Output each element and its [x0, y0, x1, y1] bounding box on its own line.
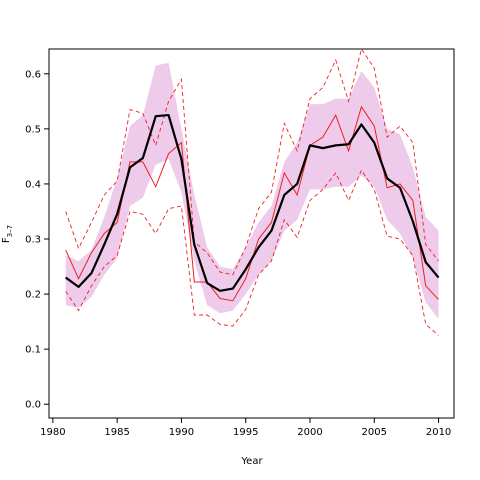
y-axis: 0.0 0.1 0.2 0.3 0.4 0.5 0.6 [25, 69, 49, 411]
x-tick-label: 1980 [40, 427, 65, 438]
y-axis-title-main: F [1, 237, 12, 243]
y-tick-label: 0.6 [25, 69, 41, 80]
x-axis-title: Year [240, 456, 263, 467]
y-tick-label: 0.0 [25, 400, 41, 411]
y-tick-label: 0.2 [25, 290, 41, 301]
x-tick-label: 1990 [169, 427, 194, 438]
plot-frame [48, 48, 455, 419]
red-dashed-lower-line [65, 169, 439, 336]
x-tick-label: 1995 [233, 427, 258, 438]
y-tick-label: 0.4 [25, 179, 41, 190]
x-tick-label: 2005 [362, 427, 387, 438]
plot-layer [65, 47, 440, 336]
mean-line [65, 113, 440, 292]
red-dashed-upper-line [65, 47, 439, 276]
y-tick-label: 0.5 [25, 124, 41, 135]
x-axis: 1980 1985 1990 1995 2000 2005 2010 [40, 418, 451, 438]
x-tick-label: 2010 [426, 427, 451, 438]
y-tick-label: 0.1 [25, 345, 41, 356]
x-tick-label: 1985 [104, 427, 129, 438]
x-tick-label: 2000 [297, 427, 322, 438]
y-axis-title-sub: 3–7 [6, 225, 14, 237]
y-tick-label: 0.3 [25, 235, 41, 246]
y-axis-title: F3–7 [1, 225, 14, 243]
confidence-band [65, 62, 439, 319]
